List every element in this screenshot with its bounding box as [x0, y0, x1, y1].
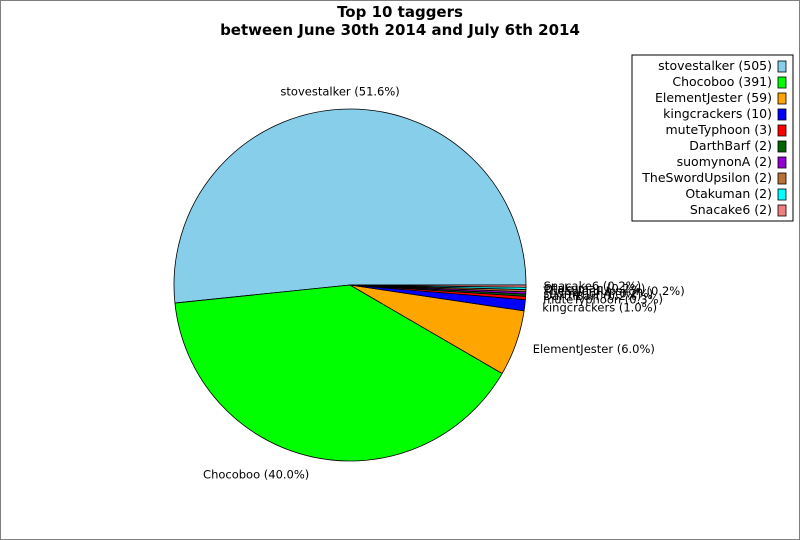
pie-slice-labels: stovestalker (51.6%) Chocoboo (40.0%) Elem…	[203, 85, 685, 482]
pie-slice-stovestalker	[173, 108, 527, 304]
legend-label-mutetyphoon: muteTyphoon (3)	[665, 122, 772, 137]
pie-slices	[173, 108, 527, 462]
legend-swatch-otakuman	[777, 188, 787, 201]
slice-label-theswordupsilon: TheSwordUpsilon (0.2%)	[543, 284, 685, 298]
legend-swatch-theswordupsilon	[777, 172, 787, 185]
legend-label-chocoboo: Chocoboo (391)	[672, 74, 772, 89]
legend-swatch-mutetyphoon	[777, 124, 787, 137]
slice-label-snacake6: Snacake6 (0.2%)	[544, 279, 642, 293]
legend-label-suomynona: suomynonA (2)	[677, 154, 772, 169]
slice-label-kingcrackers: kingcrackers (1.0%)	[542, 300, 657, 314]
legend-label-otakuman: Otakuman (2)	[685, 186, 772, 201]
pie-slice-snacake6	[349, 284, 527, 288]
pie-slice-chocoboo	[174, 284, 503, 462]
chart-title: Top 10 taggers	[337, 3, 463, 21]
slice-label-mutetyphoon: muteTyphoon (0.3%)	[543, 292, 663, 306]
slice-label-elementjester: ElementJester (6.0%)	[533, 342, 655, 356]
legend-label-kingcrackers: kingcrackers (10)	[663, 106, 772, 121]
legend-swatch-snacake6	[777, 204, 787, 217]
legend-label-elementjester: ElementJester (59)	[655, 90, 772, 105]
legend-label-darthbarf: DarthBarf (2)	[689, 138, 772, 153]
slice-label-chocoboo: Chocoboo (40.0%)	[203, 467, 309, 481]
slice-label-suomynona: suomynonA (0.2%)	[543, 287, 653, 301]
legend-swatch-elementjester	[777, 92, 787, 105]
chart-subtitle: between June 30th 2014 and July 6th 2014	[220, 21, 580, 39]
legend-label-stovestalker: stovestalker (505)	[658, 58, 772, 73]
legend-swatch-suomynona	[777, 156, 787, 169]
legend: stovestalker (505)Chocoboo (391)ElementJ…	[631, 54, 794, 222]
legend-swatch-darthbarf	[777, 140, 787, 153]
legend-swatch-kingcrackers	[777, 108, 787, 121]
legend-label-snacake6: Snacake6 (2)	[690, 202, 772, 217]
slice-label-otakuman: Otakuman (0.2%)	[544, 282, 646, 296]
legend-box	[631, 54, 794, 222]
slice-label-darthbarf: DarthBarf (0.2%)	[543, 289, 641, 303]
legend-swatch-chocoboo	[777, 76, 787, 89]
legend-label-theswordupsilon: TheSwordUpsilon (2)	[641, 170, 772, 185]
legend-swatch-stovestalker	[777, 60, 787, 73]
slice-label-stovestalker: stovestalker (51.6%)	[280, 85, 399, 99]
